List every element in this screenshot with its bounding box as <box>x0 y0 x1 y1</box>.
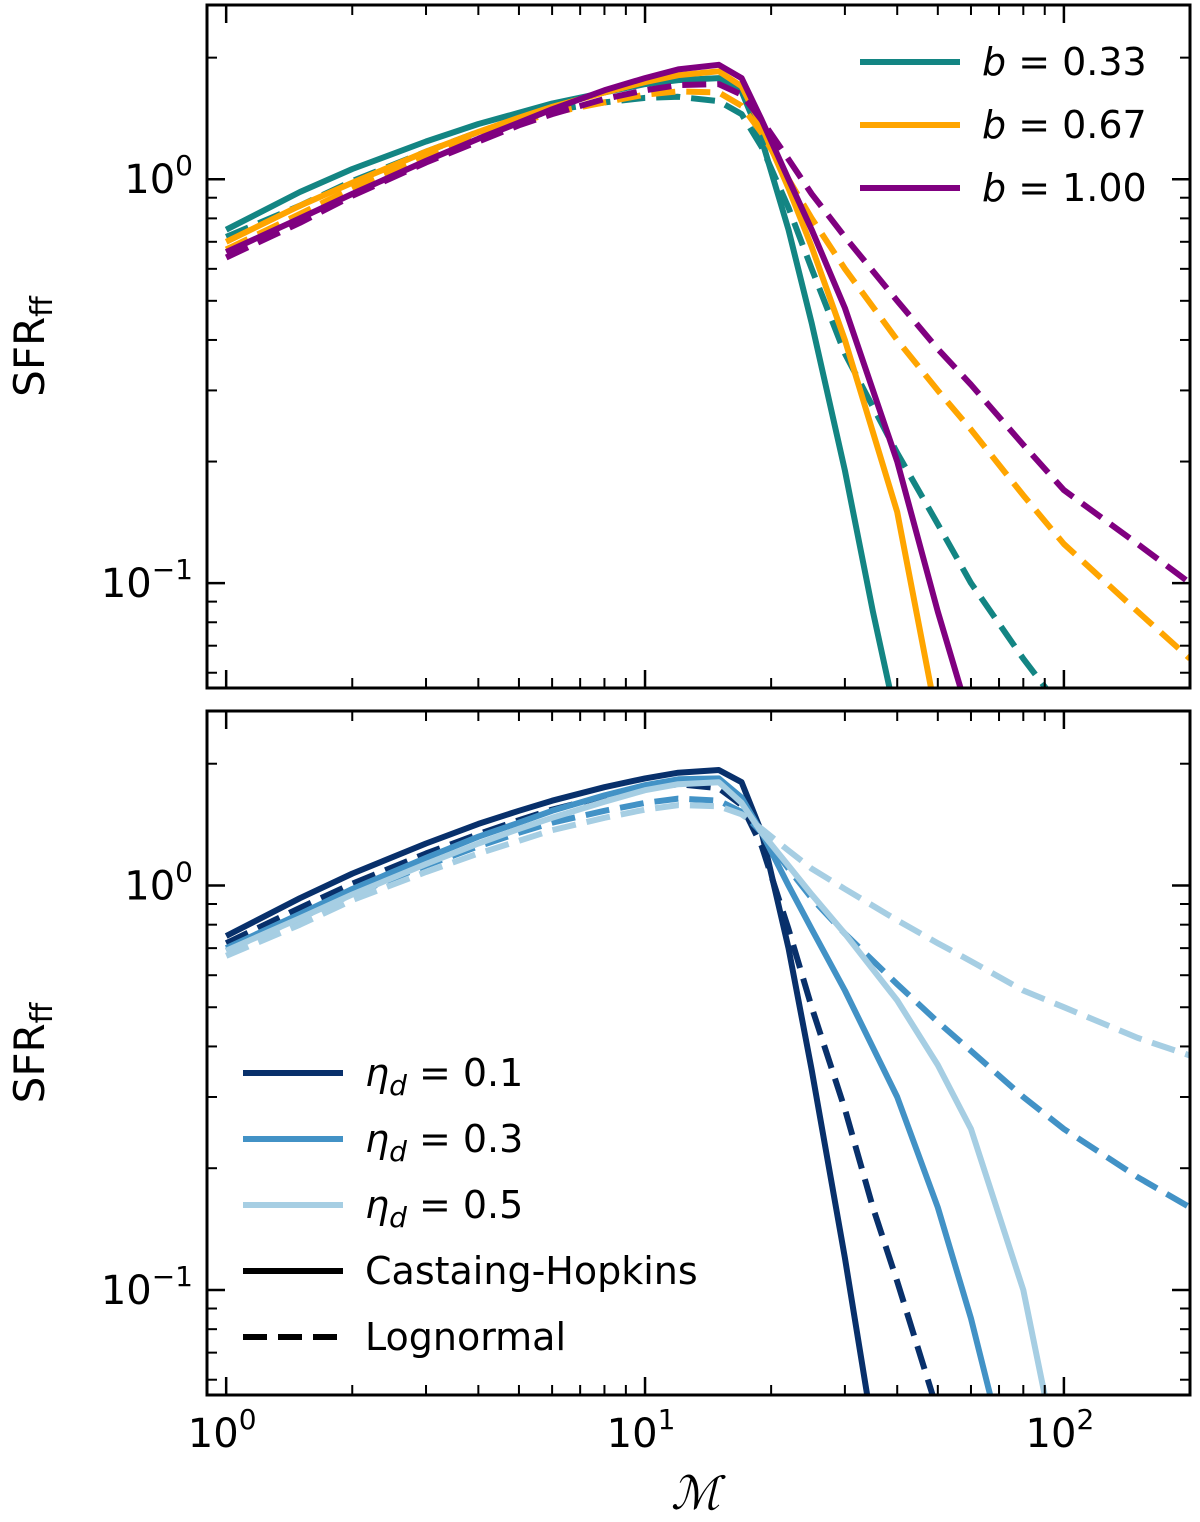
legend: b = 0.33 b = 0.67 b = 1.00 <box>860 40 1147 210</box>
series-line-castaing-hopkins-0 <box>224 767 871 1395</box>
series-line-castaing-hopkins-2 <box>224 775 994 1395</box>
y-tick-label: 10−1 <box>101 553 193 607</box>
legend-label: b = 0.33 <box>982 40 1147 84</box>
legend-label: Castaing-Hopkins <box>365 1249 698 1293</box>
panel-top: 10−1 100 SFRff b = 0.33 b = 0.67 b = 1.00 <box>5 3 1192 690</box>
series-line-lognormal-1 <box>224 781 936 1395</box>
series-line-castaing-hopkins-4 <box>224 779 1048 1395</box>
y-axis-label: SFRff <box>5 295 60 397</box>
series-line-lognormal-5 <box>225 802 1190 1059</box>
legend-label: ηd = 0.5 <box>365 1183 523 1234</box>
plot-frame <box>205 709 1192 1397</box>
x-tick-label: 100 <box>188 1403 257 1457</box>
legend-label: Lognormal <box>365 1315 566 1359</box>
tick-group <box>206 711 1191 1395</box>
legend-label: ηd = 0.3 <box>365 1117 523 1168</box>
plot-frame <box>205 3 1192 690</box>
y-tick-label: 10−1 <box>101 1260 193 1314</box>
y-tick-label: 100 <box>124 149 193 203</box>
legend: ηd = 0.1 ηd = 0.3 ηd = 0.5 Castaing-Hopkins… <box>243 1051 698 1359</box>
x-tick-label: 101 <box>607 1403 676 1457</box>
y-tick-label: 100 <box>124 855 193 909</box>
legend-label: ηd = 0.1 <box>365 1051 523 1102</box>
series-line-castaing-hopkins-2 <box>224 68 935 688</box>
x-tick-label: 102 <box>1026 1403 1095 1457</box>
legend-label: b = 0.67 <box>982 103 1147 147</box>
x-axis-label: ℳ <box>671 1466 726 1520</box>
series-line-castaing-hopkins-0 <box>224 75 893 688</box>
series-group <box>224 767 1190 1395</box>
series-line-lognormal-5 <box>224 81 1190 586</box>
y-axis-label: SFRff <box>5 1001 60 1103</box>
legend-label: b = 1.00 <box>982 166 1147 210</box>
series-group <box>224 61 1190 688</box>
